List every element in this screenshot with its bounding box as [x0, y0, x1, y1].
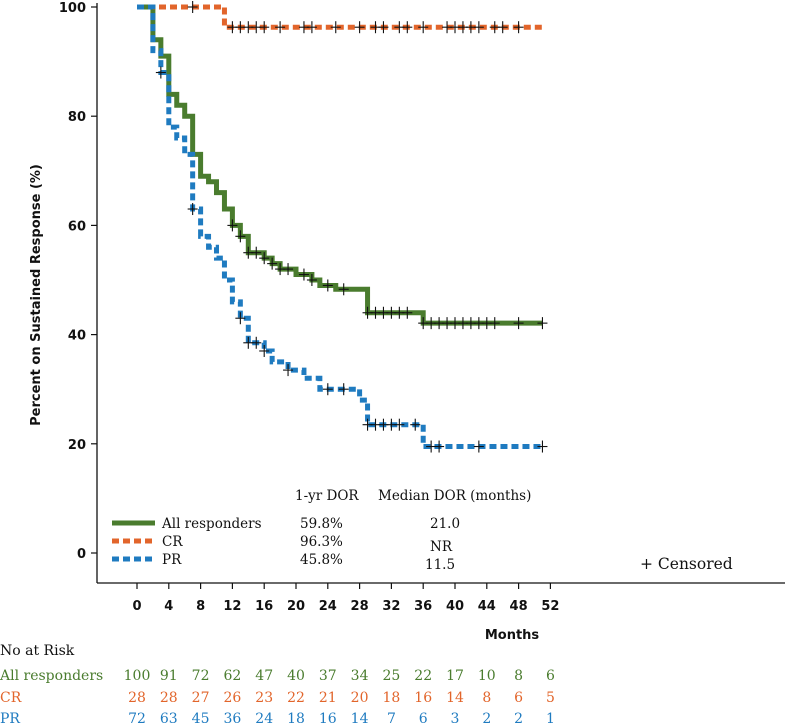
at-risk-value: 28	[160, 690, 178, 706]
at-risk-title: No at Risk	[0, 643, 75, 659]
at-risk-value: 36	[223, 711, 241, 725]
median-dor-header: Median DOR (months)	[378, 488, 531, 504]
x-tick-label: 32	[382, 599, 400, 614]
at-risk-row-label: PR	[0, 711, 20, 725]
at-risk-value: 22	[414, 668, 432, 684]
at-risk-value: 1	[546, 711, 555, 725]
x-tick-label: 36	[414, 599, 432, 614]
y-ticks: 0 20 40 60 80 100	[59, 1, 97, 562]
x-tick-label: 4	[164, 599, 173, 614]
median-dor-all-responders: 21.0	[430, 516, 460, 532]
at-risk-value: 7	[387, 711, 396, 725]
at-risk-value: 20	[351, 690, 369, 706]
y-tick-label: 40	[68, 329, 86, 344]
at-risk-value: 16	[414, 690, 432, 706]
y-tick-label: 60	[68, 219, 86, 234]
one-yr-dor-cr: 96.3%	[300, 534, 343, 550]
censor-marks	[155, 1, 548, 453]
x-axis-title: Months	[485, 628, 540, 643]
x-ticks: 0 4 8 12 16 20 24 28 32 36 40 44 48 52	[132, 583, 559, 614]
x-tick-label: 28	[351, 599, 369, 614]
at-risk-row-label: All responders	[0, 668, 103, 684]
at-risk-value: 24	[255, 711, 273, 725]
at-risk-table: All responders 100 91 72 62 47 40 37 34 25 22 17 10 8…	[0, 668, 555, 725]
x-tick-label: 12	[223, 599, 241, 614]
at-risk-value: 63	[160, 711, 178, 725]
at-risk-value: 62	[223, 668, 241, 684]
at-risk-value: 3	[451, 711, 460, 725]
one-yr-dor-header: 1-yr DOR	[295, 488, 359, 504]
at-risk-value: 17	[446, 668, 464, 684]
at-risk-value: 2	[482, 711, 491, 725]
legend-label-all-responders: All responders	[161, 516, 262, 532]
at-risk-value: 47	[255, 668, 273, 684]
at-risk-value: 18	[382, 690, 400, 706]
at-risk-value: 21	[319, 690, 337, 706]
at-risk-value: 27	[192, 690, 210, 706]
at-risk-value: 37	[319, 668, 337, 684]
x-tick-label: 44	[478, 599, 496, 614]
one-yr-dor-pr: 45.8%	[300, 552, 343, 568]
x-tick-label: 48	[510, 599, 528, 614]
x-tick-label: 52	[541, 599, 559, 614]
at-risk-value: 6	[514, 690, 523, 706]
at-risk-value: 28	[128, 690, 146, 706]
y-tick-label: 20	[68, 438, 86, 453]
legend-label-cr: CR	[162, 534, 183, 550]
at-risk-value: 25	[382, 668, 400, 684]
at-risk-value: 2	[514, 711, 523, 725]
censored-note: + Censored	[640, 555, 733, 573]
y-tick-label: 80	[68, 110, 86, 125]
at-risk-row-label: CR	[0, 690, 22, 706]
at-risk-value: 5	[546, 690, 555, 706]
x-tick-label: 16	[255, 599, 273, 614]
x-tick-label: 20	[287, 599, 305, 614]
at-risk-value: 14	[351, 711, 369, 725]
median-dor-cr: NR	[430, 539, 453, 555]
at-risk-value: 72	[128, 711, 146, 725]
at-risk-value: 8	[482, 690, 491, 706]
x-tick-label: 40	[446, 599, 464, 614]
at-risk-value: 100	[124, 668, 151, 684]
y-tick-label: 100	[59, 1, 86, 16]
one-yr-dor-all-responders: 59.8%	[300, 516, 343, 532]
at-risk-value: 22	[287, 690, 305, 706]
at-risk-value: 45	[192, 711, 210, 725]
at-risk-value: 6	[419, 711, 428, 725]
at-risk-value: 18	[287, 711, 305, 725]
at-risk-value: 10	[478, 668, 496, 684]
y-tick-label: 0	[77, 547, 86, 562]
x-tick-label: 8	[196, 599, 205, 614]
x-tick-label: 0	[132, 599, 141, 614]
curve-pr	[137, 4, 543, 450]
x-tick-label: 24	[319, 599, 337, 614]
at-risk-value: 91	[160, 668, 178, 684]
at-risk-value: 8	[514, 668, 523, 684]
at-risk-value: 14	[446, 690, 464, 706]
survival-curves	[137, 4, 543, 450]
curve-cr	[137, 4, 543, 30]
at-risk-value: 72	[192, 668, 210, 684]
y-axis-title: Percent on Sustained Response (%)	[29, 164, 44, 426]
at-risk-value: 40	[287, 668, 305, 684]
at-risk-value: 6	[546, 668, 555, 684]
at-risk-value: 26	[223, 690, 241, 706]
median-dor-pr: 11.5	[425, 557, 455, 573]
at-risk-value: 16	[319, 711, 337, 725]
at-risk-value: 23	[255, 690, 273, 706]
curve-all	[137, 4, 543, 326]
at-risk-value: 34	[351, 668, 369, 684]
legend-label-pr: PR	[162, 552, 182, 568]
legend: 1-yr DOR Median DOR (months) All respond…	[112, 488, 531, 573]
